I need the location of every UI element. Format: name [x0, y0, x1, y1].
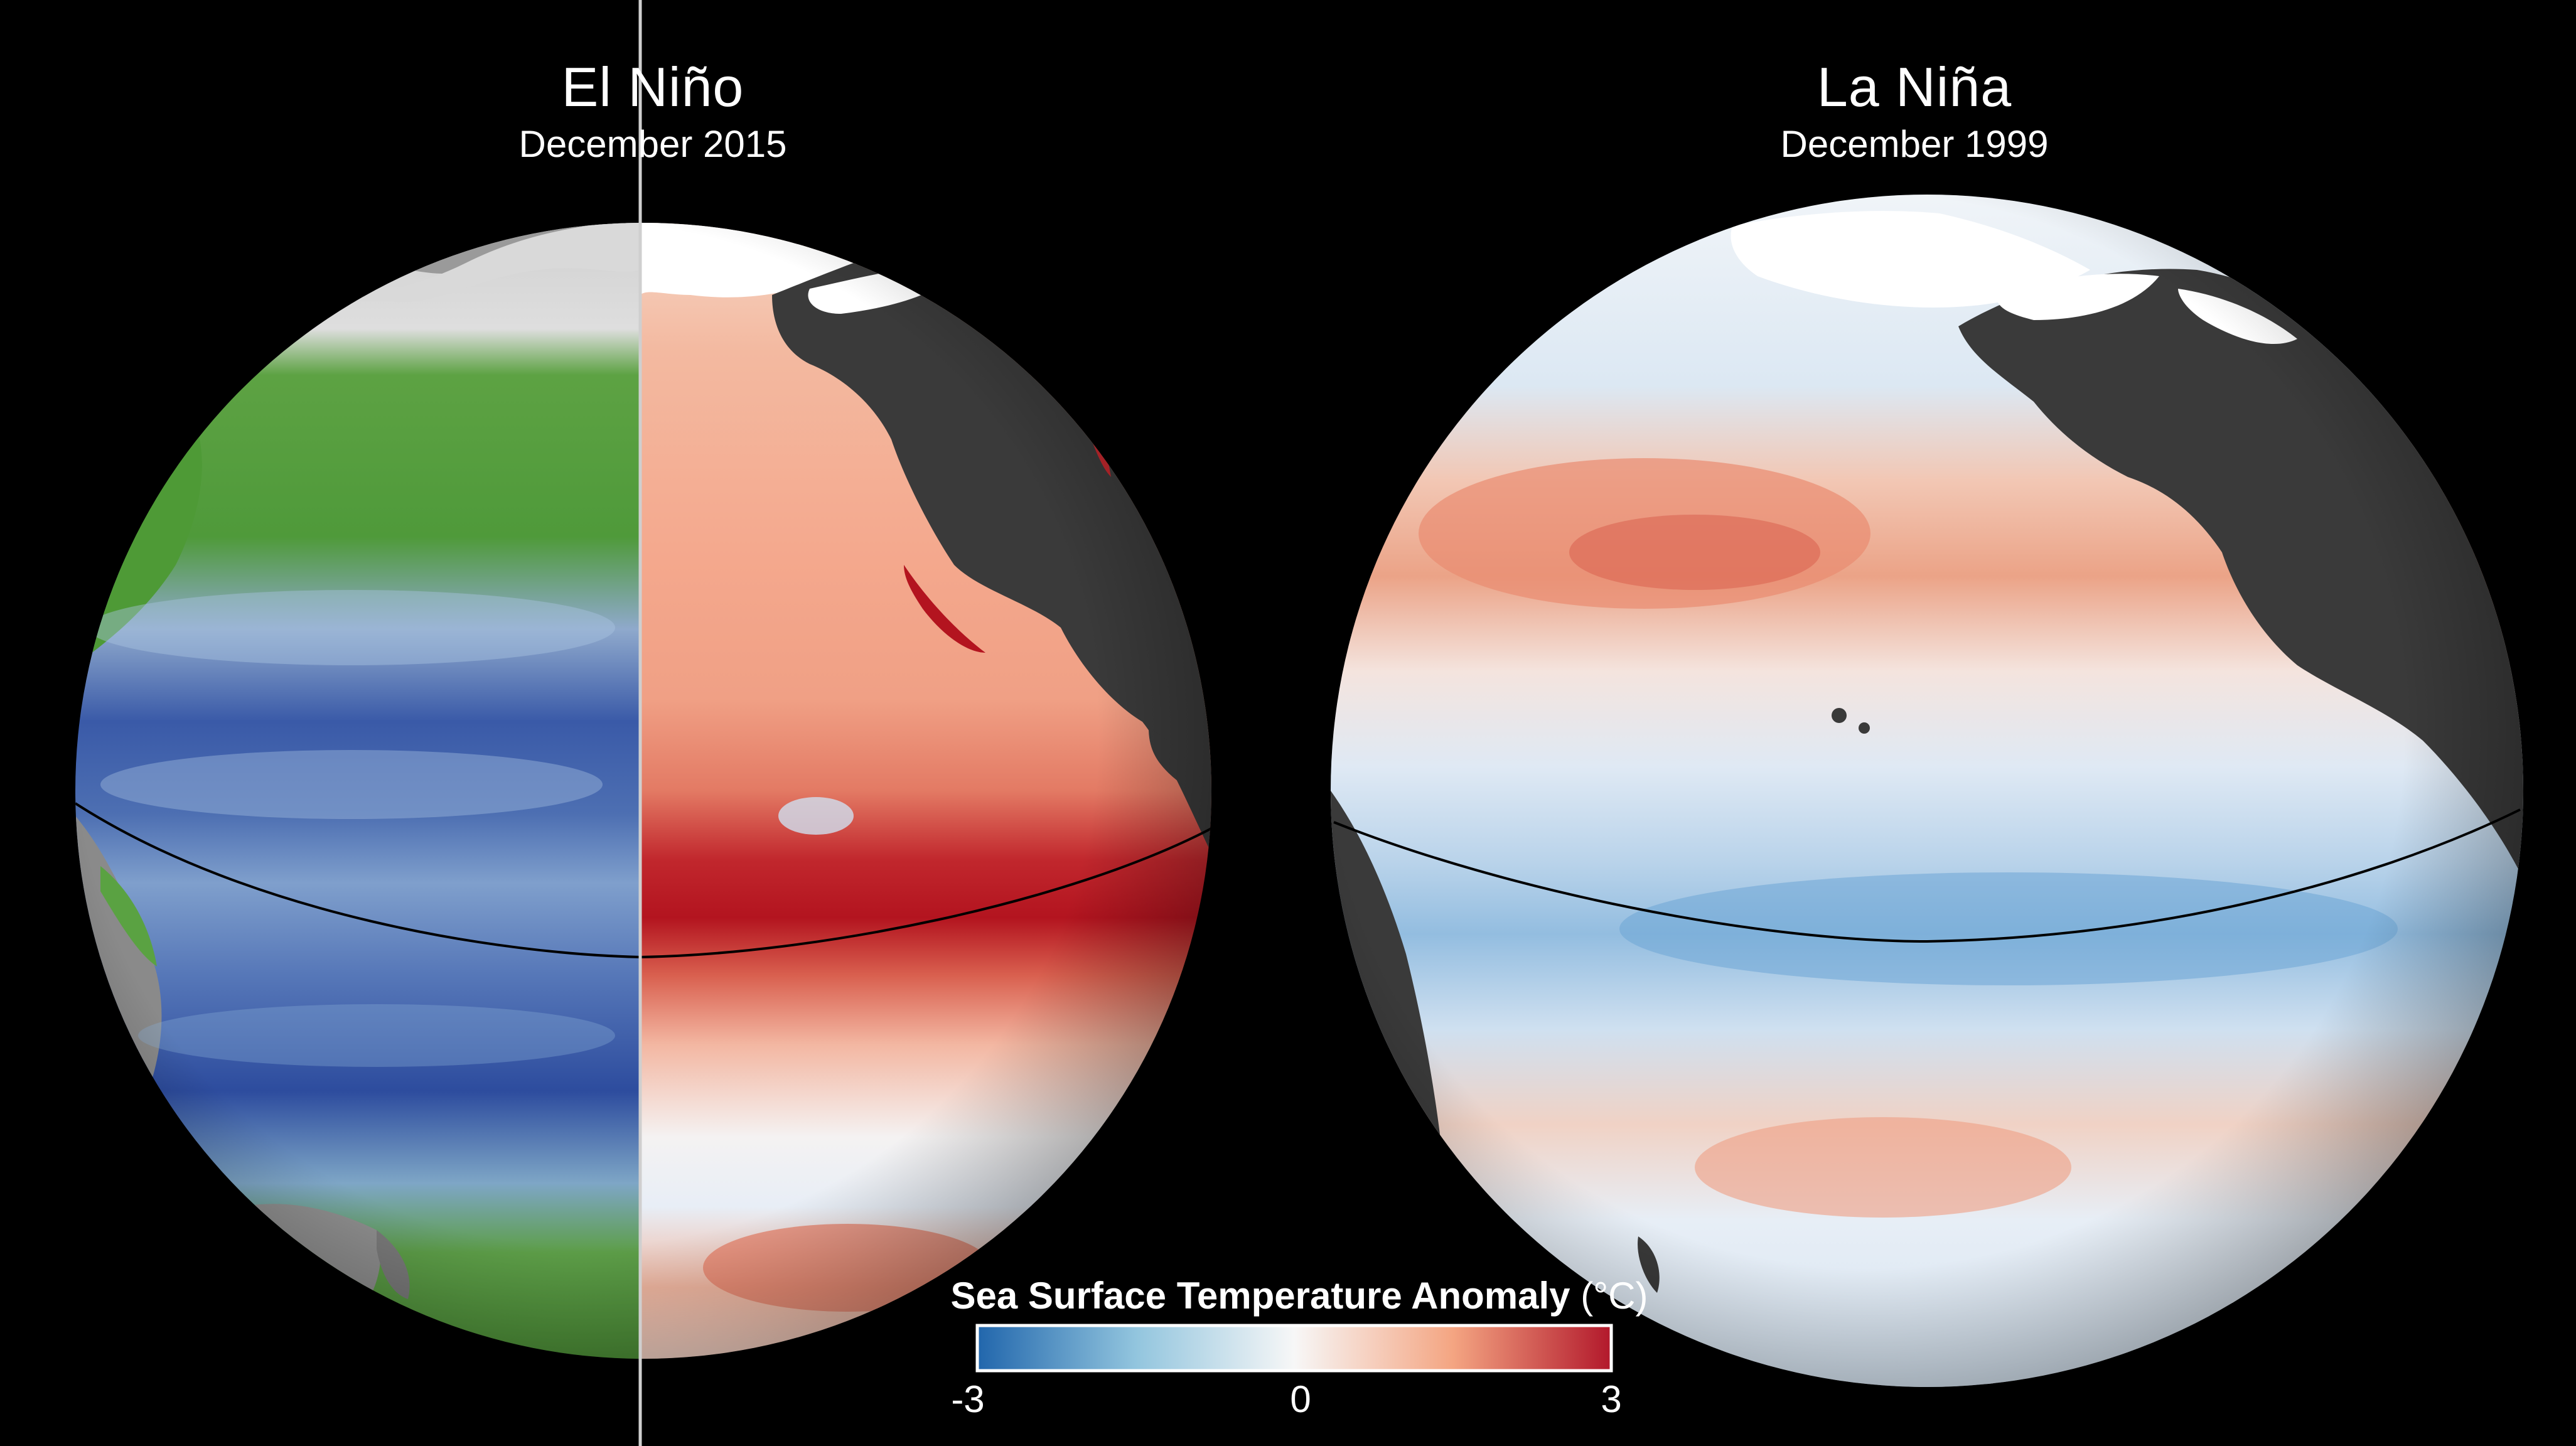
- legend-colorbar: [975, 1324, 1613, 1373]
- el-nino-globe: [75, 0, 1211, 1446]
- legend-unit: (°C): [1580, 1275, 1648, 1317]
- la-nina-globe: [1331, 195, 2523, 1387]
- panel-title-left: El Niño: [561, 56, 744, 118]
- panel-subtitle-left: December 2015: [518, 123, 787, 165]
- panel-title-right: La Niña: [1817, 56, 2012, 118]
- equator-line-right: [1333, 808, 2521, 943]
- legend-tick-max: 3: [1601, 1378, 1622, 1420]
- legend-tick-min: -3: [951, 1378, 985, 1420]
- legend-tick-mid: 0: [1290, 1378, 1311, 1420]
- legend-title: Sea Surface Temperature Anomaly (°C): [866, 1274, 1732, 1317]
- legend-title-text: Sea Surface Temperature Anomaly: [950, 1275, 1570, 1317]
- panel-subtitle-right: December 1999: [1780, 123, 2049, 165]
- color-legend: [975, 1324, 1613, 1373]
